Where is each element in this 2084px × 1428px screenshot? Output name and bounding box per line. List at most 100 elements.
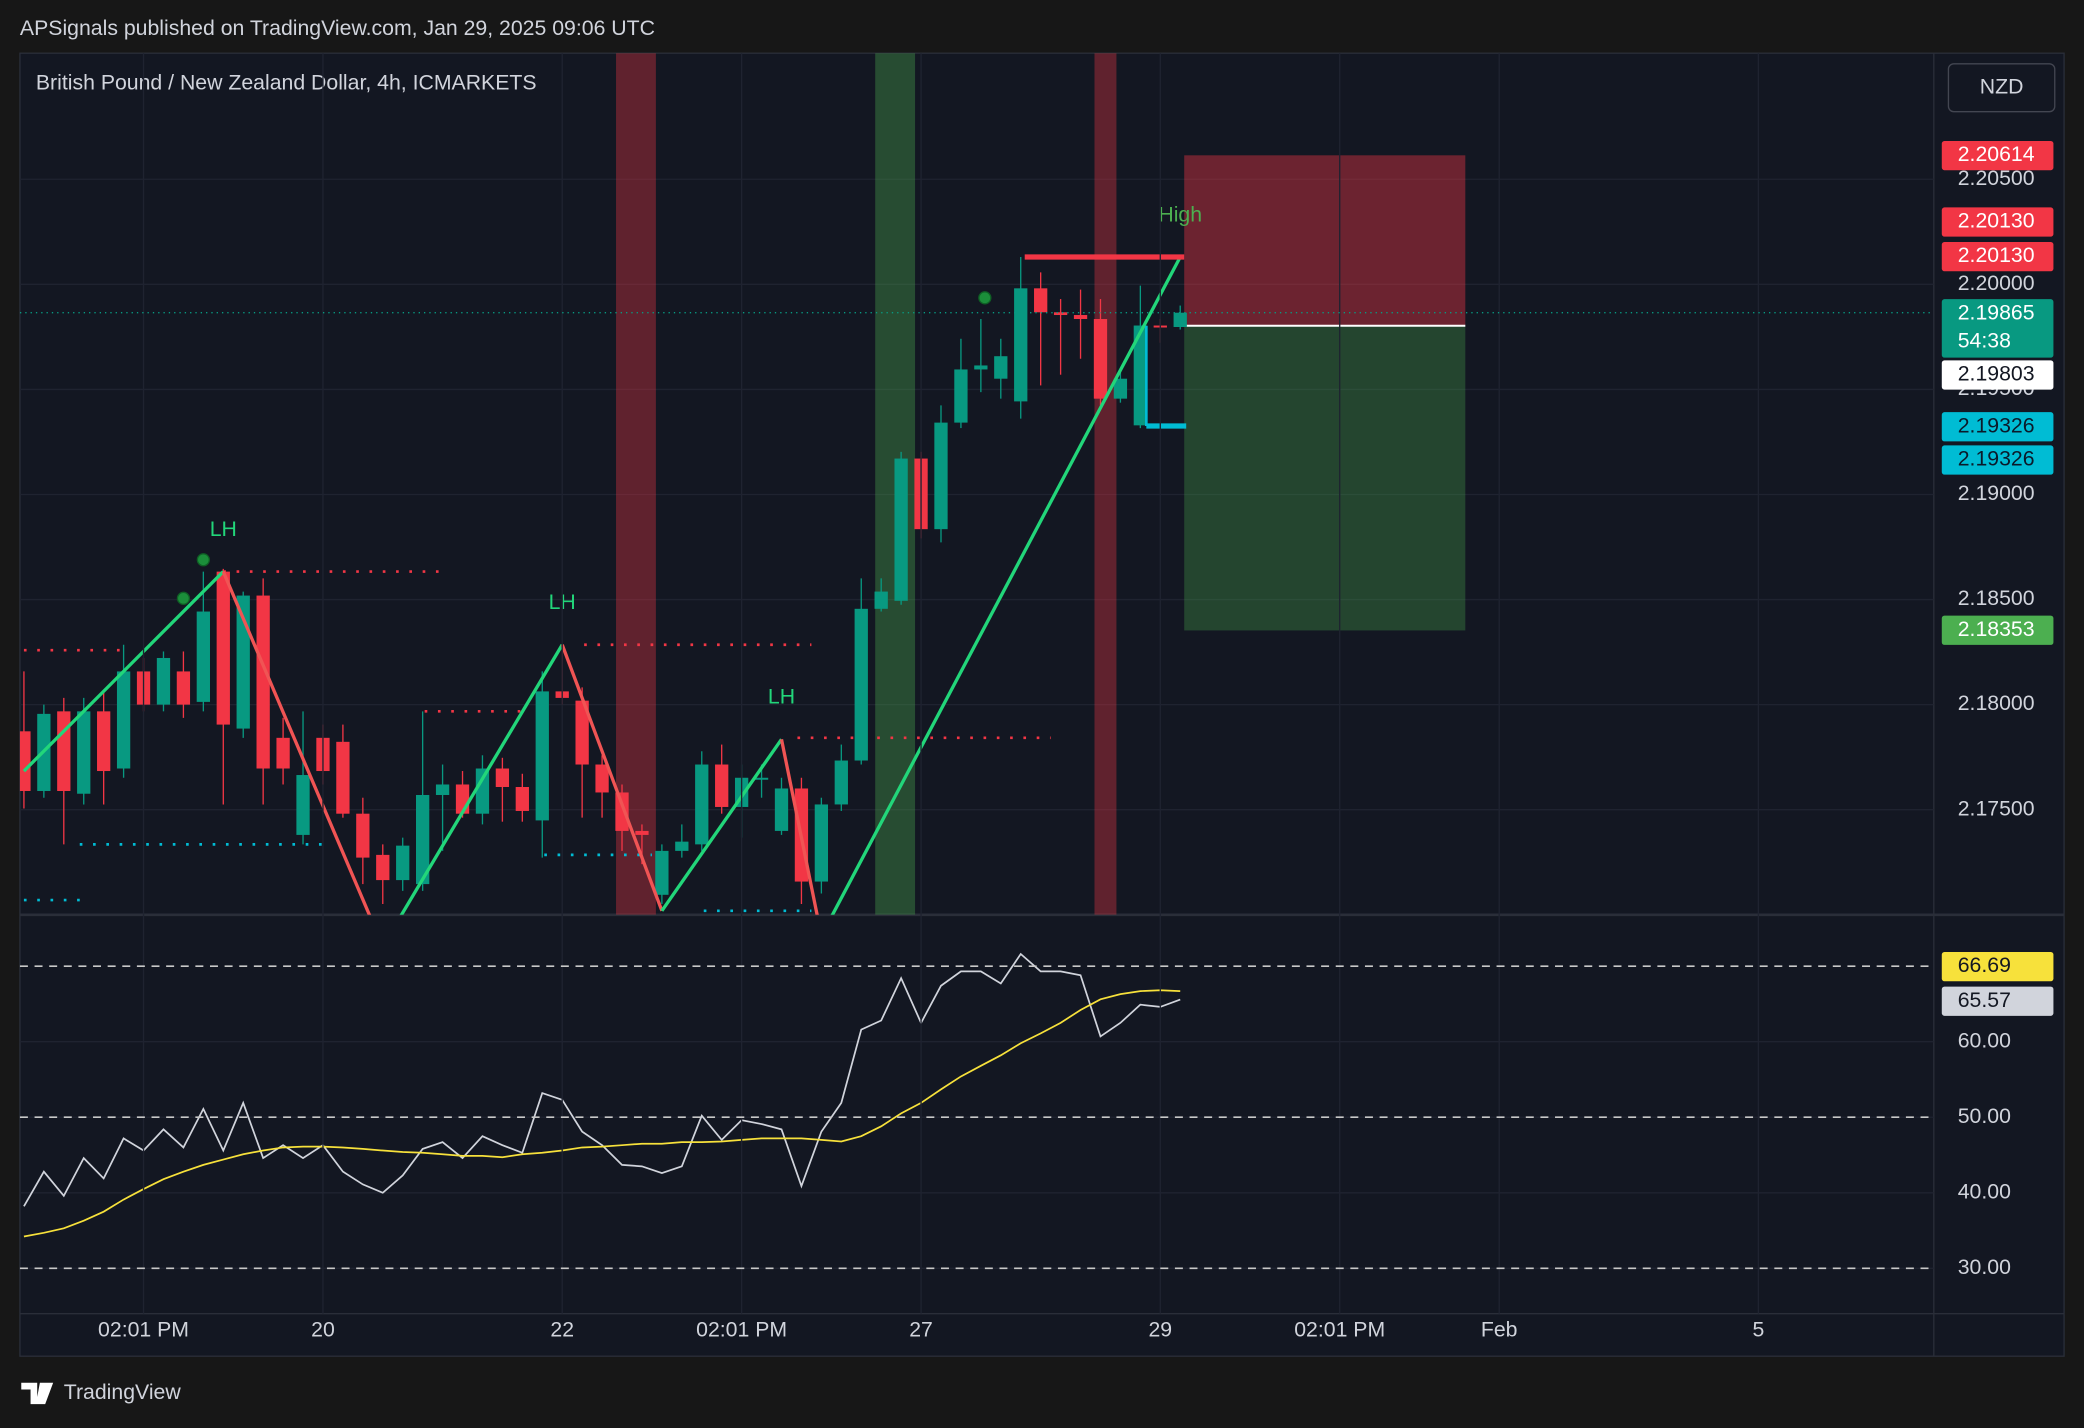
candle-body bbox=[356, 813, 370, 858]
zigzag-segment bbox=[221, 570, 372, 915]
zone bbox=[1094, 53, 1117, 915]
price-badge-label: 2.20130 bbox=[1958, 209, 2035, 233]
pivot-label: LH bbox=[768, 685, 795, 709]
price-badge-label: 66.69 bbox=[1958, 953, 2011, 977]
candle-body bbox=[396, 845, 410, 881]
candle-body bbox=[854, 608, 868, 761]
footer: TradingView bbox=[64, 1380, 182, 1404]
y-tick-label: 30.00 bbox=[1958, 1255, 2011, 1279]
candle-body bbox=[635, 830, 649, 835]
header: APSignals published on TradingView.com, … bbox=[20, 16, 655, 40]
candle-body bbox=[416, 794, 430, 885]
price-badge-label: 2.19326 bbox=[1958, 413, 2035, 437]
rsi-line bbox=[23, 952, 1181, 1207]
candle-body bbox=[615, 792, 629, 831]
candle-body bbox=[814, 804, 829, 882]
candle-body bbox=[994, 356, 1008, 379]
y-tick-label: 40.00 bbox=[1958, 1179, 2011, 1203]
x-tick-label: 02:01 PM bbox=[98, 1318, 189, 1342]
price-badge-label: 65.57 bbox=[1958, 988, 2011, 1012]
candle-body bbox=[934, 422, 948, 530]
signal-dot bbox=[978, 291, 992, 305]
candle-body bbox=[1113, 378, 1128, 399]
price-badge bbox=[1941, 952, 2054, 982]
zigzag-segment bbox=[399, 643, 564, 915]
candle-body bbox=[176, 671, 191, 705]
price-badge-label: 2.20130 bbox=[1958, 243, 2035, 267]
price-badge bbox=[1941, 140, 2054, 171]
chart-title: British Pound / New Zealand Dollar, 4h, … bbox=[36, 70, 537, 94]
candle-body bbox=[535, 691, 549, 821]
currency-box[interactable] bbox=[1947, 63, 2056, 113]
price-badge-label: 2.19326 bbox=[1958, 447, 2035, 471]
candle-body bbox=[19, 731, 31, 791]
candle-body bbox=[256, 595, 270, 769]
position-stop-zone bbox=[1184, 155, 1466, 326]
candle-body bbox=[116, 671, 131, 769]
signal-dot bbox=[196, 553, 210, 567]
candle-body bbox=[97, 711, 111, 772]
candle-body bbox=[276, 737, 290, 769]
rsi-line bbox=[23, 989, 1181, 1238]
price-badge-label: 2.18353 bbox=[1958, 617, 2035, 641]
candle-body bbox=[575, 700, 589, 765]
price-badge bbox=[1941, 207, 2054, 237]
candle-body bbox=[894, 458, 908, 601]
logo: TradingView bbox=[21, 1380, 182, 1405]
price-badge bbox=[1941, 615, 2054, 645]
zigzag-segment bbox=[830, 256, 1182, 915]
candle-body bbox=[1133, 325, 1147, 426]
x-tick-label: 27 bbox=[909, 1318, 933, 1342]
pivot-label: High bbox=[1158, 202, 1202, 226]
y-tick-label: 2.20000 bbox=[1958, 271, 2035, 295]
candle-body bbox=[376, 854, 390, 881]
candle-body bbox=[336, 741, 350, 814]
zigzag-segment bbox=[560, 644, 664, 912]
countdown: 54:38 bbox=[1958, 328, 2011, 352]
y-tick-label: 50.00 bbox=[1958, 1104, 2011, 1128]
candle-body bbox=[715, 764, 729, 807]
candle-body bbox=[77, 711, 91, 794]
zigzag-segment bbox=[779, 738, 819, 915]
y-tick-label: 2.18000 bbox=[1958, 691, 2035, 715]
candle-body bbox=[435, 784, 450, 795]
price-badge bbox=[1941, 445, 2054, 475]
price-badge bbox=[1941, 360, 2054, 390]
candle-body bbox=[754, 777, 769, 780]
candle-body bbox=[216, 571, 230, 725]
x-tick-label: 20 bbox=[311, 1318, 335, 1342]
candle-body bbox=[974, 365, 988, 370]
candle-body bbox=[296, 775, 310, 835]
x-tick-label: 22 bbox=[550, 1318, 574, 1342]
candle-body bbox=[655, 850, 669, 895]
position-target-zone bbox=[1184, 325, 1466, 631]
x-tick-label: 29 bbox=[1148, 1318, 1172, 1342]
pivot-label: LH bbox=[210, 517, 237, 541]
candle-body bbox=[57, 711, 71, 791]
zigzag-segment bbox=[22, 570, 225, 773]
candle-body bbox=[475, 768, 490, 814]
candle-body bbox=[675, 841, 689, 851]
price-badge-label: 2.20614 bbox=[1958, 142, 2035, 166]
price-badge-label: 2.19803 bbox=[1958, 362, 2035, 386]
candle-body bbox=[515, 787, 529, 811]
x-tick-label: Feb bbox=[1481, 1318, 1518, 1342]
zone bbox=[616, 53, 656, 915]
logo-mark bbox=[21, 1382, 54, 1405]
price-badge bbox=[1941, 986, 2054, 1016]
y-tick-label: 2.17500 bbox=[1958, 796, 2035, 820]
x-tick-label: 02:01 PM bbox=[696, 1318, 787, 1342]
candle-body bbox=[595, 764, 609, 793]
candle-body bbox=[1073, 315, 1088, 320]
candle-body bbox=[1093, 319, 1108, 399]
candle-body bbox=[1034, 288, 1048, 313]
y-tick-label: 60.00 bbox=[1958, 1028, 2011, 1052]
candle-body bbox=[495, 768, 510, 788]
zigzag-segment bbox=[660, 738, 783, 912]
candle-body bbox=[1173, 312, 1187, 328]
price-badge bbox=[1941, 241, 2054, 272]
price-badge-label: 2.19865 bbox=[1958, 300, 2035, 324]
candle-body bbox=[156, 657, 171, 705]
price-badge bbox=[1941, 299, 2054, 358]
